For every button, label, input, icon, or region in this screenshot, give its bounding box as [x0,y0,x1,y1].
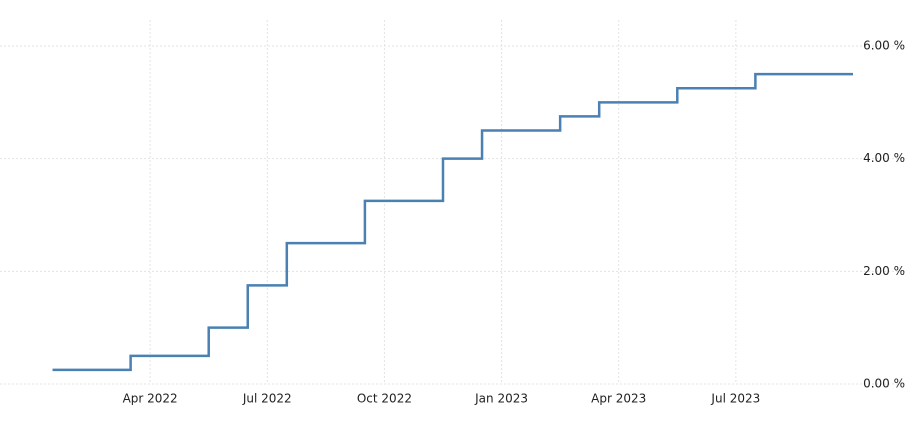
x-tick-label: Jul 2022 [242,392,292,406]
x-tick-label: Jan 2023 [474,392,528,406]
x-tick-label: Apr 2022 [123,392,178,406]
x-tick-label: Jul 2023 [710,392,760,406]
x-tick-label: Apr 2023 [591,392,646,406]
y-tick-label: 2.00 % [863,264,905,278]
x-tick-label: Oct 2022 [357,392,412,406]
y-tick-label: 0.00 % [863,377,905,391]
y-tick-label: 6.00 % [863,39,905,53]
rate-line [52,72,853,372]
y-tick-label: 4.00 % [863,151,905,165]
